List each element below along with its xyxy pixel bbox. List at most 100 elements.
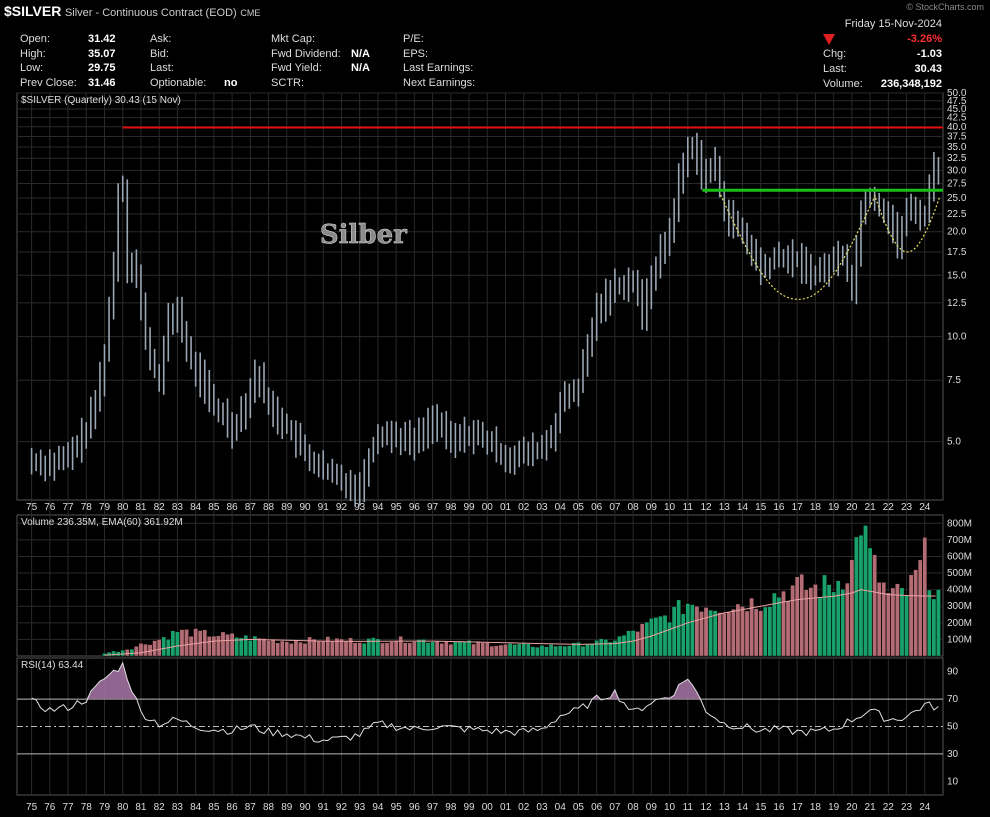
volume-bar (580, 646, 586, 657)
volume-bar (731, 609, 736, 657)
quote-volume: Volume: 236,348,192 (823, 78, 942, 90)
volume-bar (776, 597, 782, 657)
volume-bar (703, 607, 709, 657)
x-tick-label-top: 92 (336, 502, 348, 513)
rsi-line (31, 661, 939, 743)
x-tick-label-top: 91 (318, 502, 330, 513)
quote-optionable: Optionable: no (150, 77, 238, 89)
price-tick-label: 17.5 (947, 247, 967, 258)
volume-bar (671, 606, 677, 657)
volume-bar (904, 595, 909, 657)
quote-pe: P/E: (403, 33, 424, 45)
x-tick-label-bottom: 92 (336, 802, 348, 813)
volume-bar (690, 604, 695, 657)
x-tick-label-bottom: 00 (482, 802, 494, 813)
volume-bar (302, 643, 308, 657)
price-tick-label: 7.5 (947, 375, 961, 386)
x-tick-label-bottom: 77 (62, 802, 74, 813)
volume-bar (708, 609, 713, 657)
volume-bar (516, 643, 522, 657)
x-tick-label-top: 10 (664, 502, 676, 513)
volume-bar (639, 623, 645, 657)
x-tick-label-top: 19 (828, 502, 840, 513)
volume-bar (503, 644, 508, 657)
price-tick-label: 30.0 (947, 165, 967, 176)
volume-bar (803, 589, 809, 657)
x-tick-label-bottom: 76 (44, 802, 56, 813)
volume-bar (380, 642, 385, 657)
x-tick-label-bottom: 15 (755, 802, 767, 813)
x-tick-label-top: 77 (62, 502, 74, 513)
volume-bar (366, 638, 372, 657)
volume-bar (785, 600, 791, 657)
volume-bar (434, 640, 440, 657)
x-tick-label-bottom: 19 (828, 802, 840, 813)
volume-bar (835, 580, 841, 657)
volume-bar (293, 640, 299, 657)
x-tick-label-bottom: 12 (700, 802, 712, 813)
volume-bar (471, 643, 476, 657)
volume-bar (571, 642, 577, 657)
quote-fwd-dividend: Fwd Dividend: N/A (271, 48, 370, 60)
volume-bar (890, 587, 896, 657)
x-tick-label-bottom: 78 (81, 802, 93, 813)
volume-bar (111, 650, 116, 657)
x-tick-label-top: 99 (464, 502, 476, 513)
volume-bar (676, 599, 681, 657)
volume-bar (772, 592, 777, 657)
volume-bar (152, 640, 157, 657)
volume-bar (384, 642, 390, 657)
x-tick-label-bottom: 89 (281, 802, 293, 813)
volume-bar (453, 641, 458, 657)
volume-bar (466, 640, 472, 657)
volume-bar (699, 611, 704, 657)
x-tick-label-top: 22 (883, 502, 895, 513)
x-tick-label-top: 09 (646, 502, 658, 513)
volume-bar (106, 651, 112, 657)
volume-bar (207, 636, 212, 657)
quote-mktcap: Mkt Cap: (271, 33, 316, 45)
x-tick-label-bottom: 22 (883, 802, 895, 813)
volume-bar (494, 645, 499, 657)
rsi-tick-label: 10 (947, 776, 959, 787)
volume-bar (220, 631, 226, 657)
volume-bar (193, 628, 198, 657)
volume-bar (658, 615, 663, 657)
volume-bar (252, 635, 258, 657)
volume-bar (762, 606, 768, 657)
x-tick-label-top: 01 (500, 502, 512, 513)
x-tick-label-top: 80 (117, 502, 129, 513)
volume-bar (849, 559, 855, 657)
x-tick-label-bottom: 03 (536, 802, 548, 813)
volume-bar (589, 643, 595, 657)
volume-bar (936, 589, 941, 657)
price-tick-label: 35.0 (947, 142, 967, 153)
volume-tick-label: 500M (947, 568, 972, 579)
volume-bar (512, 644, 517, 657)
volume-bar (553, 645, 558, 657)
volume-bar (822, 574, 827, 657)
volume-bar (443, 641, 449, 657)
volume-tick-label: 800M (947, 518, 972, 529)
volume-bar (402, 642, 408, 657)
x-tick-label-bottom: 95 (391, 802, 403, 813)
x-tick-label-top: 04 (555, 502, 567, 513)
price-tick-label: 40.0 (947, 122, 967, 133)
volume-bar (393, 640, 399, 657)
volume-bar (330, 641, 335, 657)
volume-bar (617, 635, 622, 657)
quote-low: Low: 29.75 (20, 62, 116, 74)
price-tick-label: 5.0 (947, 437, 961, 448)
x-tick-label-top: 84 (190, 502, 202, 513)
volume-bar (371, 637, 376, 657)
x-tick-label-top: 17 (792, 502, 804, 513)
symbol-description: Silver - Continuous Contract (EOD) (64, 7, 237, 19)
volume-bar (138, 643, 144, 657)
volume-bar (799, 573, 805, 657)
x-tick-label-top: 16 (773, 502, 785, 513)
volume-bar (462, 641, 467, 657)
x-tick-label-bottom: 11 (683, 802, 694, 813)
x-tick-label-top: 95 (391, 502, 403, 513)
x-tick-label-top: 93 (354, 502, 366, 513)
volume-bar (758, 610, 764, 657)
